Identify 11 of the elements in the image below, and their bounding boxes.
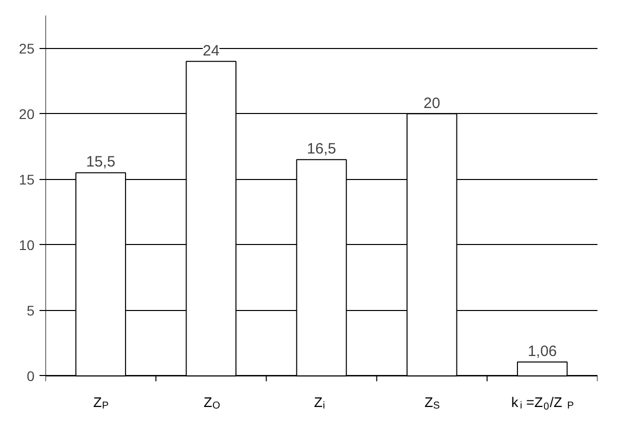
data-label: 20 — [424, 94, 440, 112]
y-tick-label: 15 — [18, 171, 35, 188]
y-tick-label: 5 — [26, 302, 35, 318]
y-tick-label: 10 — [18, 236, 35, 253]
data-label: 16,5 — [306, 140, 336, 158]
y-tick-label: 0 — [26, 368, 35, 384]
data-label: 15,5 — [86, 154, 116, 171]
y-tick-label: 20 — [18, 106, 35, 122]
data-label: 24 — [202, 42, 220, 60]
y-tick-label: 25 — [18, 40, 35, 56]
data-label: 1,06 — [528, 342, 557, 360]
